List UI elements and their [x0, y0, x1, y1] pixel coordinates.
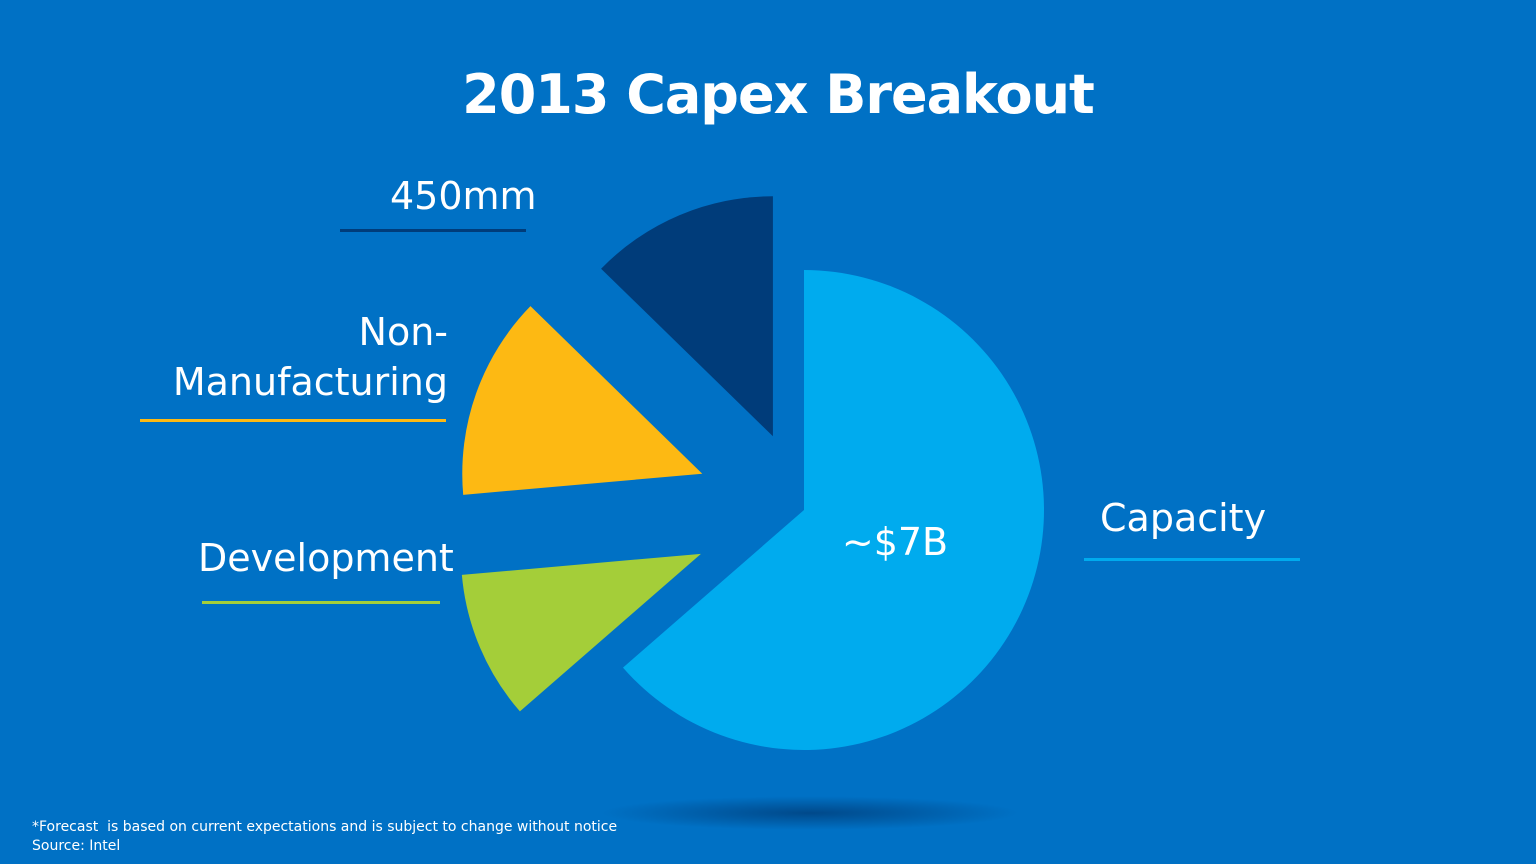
legend-label-capacity: Capacity	[1100, 496, 1267, 540]
pie-slice-capacity	[622, 270, 1045, 750]
legend-label-development: Development	[198, 536, 454, 580]
footnote-disclaimer: *Forecast is based on current expectatio…	[32, 819, 618, 835]
legend-label-non-manufacturing-line1: Non-	[358, 310, 448, 354]
pie-slice-non-manufacturing	[462, 306, 703, 495]
underline-development	[202, 601, 440, 604]
pie-slice-development	[461, 553, 701, 712]
footnote-source: Source: Intel	[32, 838, 121, 854]
underline-non-manufacturing	[140, 419, 446, 422]
pie-shadow	[600, 796, 1020, 830]
pie-slice-450mm	[601, 196, 773, 437]
chart-title: 2013 Capex Breakout	[462, 63, 1095, 126]
underline-capacity	[1084, 558, 1300, 561]
legend-label-non-manufacturing-line2: Manufacturing	[172, 360, 448, 404]
legend-label-450mm: 450mm	[390, 174, 537, 218]
footnote: *Forecast is based on current expectatio…	[32, 818, 617, 856]
capacity-value-label: ~$7B	[841, 520, 949, 564]
underline-450mm	[340, 229, 526, 232]
